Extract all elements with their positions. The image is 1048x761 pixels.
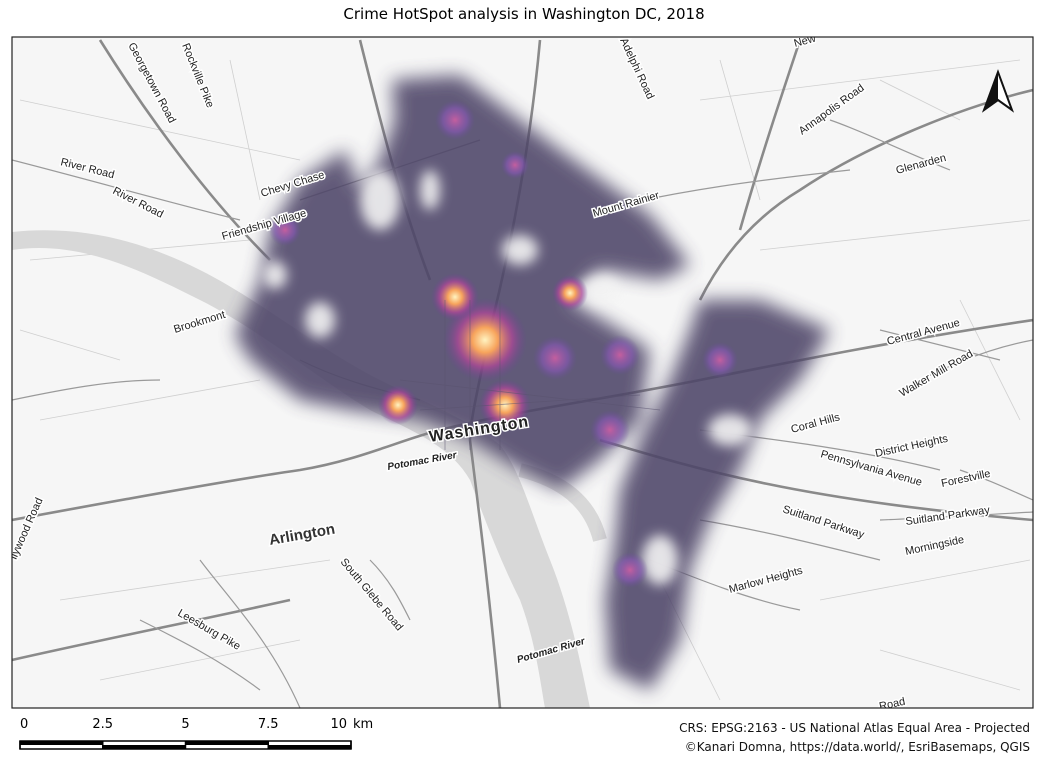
density-gaps (263, 170, 752, 585)
map-circle (431, 273, 479, 321)
credits-text: ©Kanari Domna, https://data.world/, Esri… (685, 740, 1030, 754)
map-path (984, 72, 998, 110)
scale-bar-label: 0 (20, 717, 28, 732)
hotspots (269, 100, 738, 588)
scale-bar-segment (20, 741, 103, 745)
map-circle (533, 336, 577, 380)
map-ellipse (420, 170, 440, 210)
map-circle (501, 151, 529, 179)
map-ellipse (263, 261, 287, 289)
map-circle (269, 214, 301, 246)
scale-bar-label: 7.5 (258, 717, 279, 732)
scale-bar-segment (268, 745, 351, 749)
map-ellipse (642, 535, 678, 585)
map-frame (11, 36, 1034, 709)
map-circle (600, 335, 640, 375)
scale-bar-segment (102, 745, 186, 749)
map-circle (590, 410, 630, 450)
map-circle (612, 552, 648, 588)
map-ellipse (305, 302, 335, 338)
map-circle (702, 342, 738, 378)
map-ellipse (360, 170, 400, 230)
scale-bar-segment (185, 741, 269, 745)
map-path (399, 300, 661, 450)
north-arrow (981, 69, 1015, 113)
crs-text: CRS: EPSG:2163 - US National Atlas Equal… (679, 721, 1030, 735)
map-circle (378, 385, 418, 425)
map-body: Georgetown Road Rockville Pike River Roa… (12, 37, 1033, 708)
scale-bar-label: 10 (330, 717, 347, 732)
map-ellipse (580, 276, 620, 304)
map-circle (479, 379, 531, 431)
map-path (605, 300, 830, 690)
map-circle (435, 100, 475, 140)
map-ellipse (502, 235, 538, 265)
scale-bar-label: 5 (181, 717, 189, 732)
map-title: Crime HotSpot analysis in Washington DC,… (343, 5, 704, 23)
scale-bar: 0 2.5 5 7.5 10 km (19, 717, 373, 750)
map-circle (552, 275, 588, 311)
map-ellipse (708, 414, 752, 446)
scale-bar-label: 2.5 (92, 717, 113, 732)
scale-bar-unit: km (353, 717, 373, 732)
